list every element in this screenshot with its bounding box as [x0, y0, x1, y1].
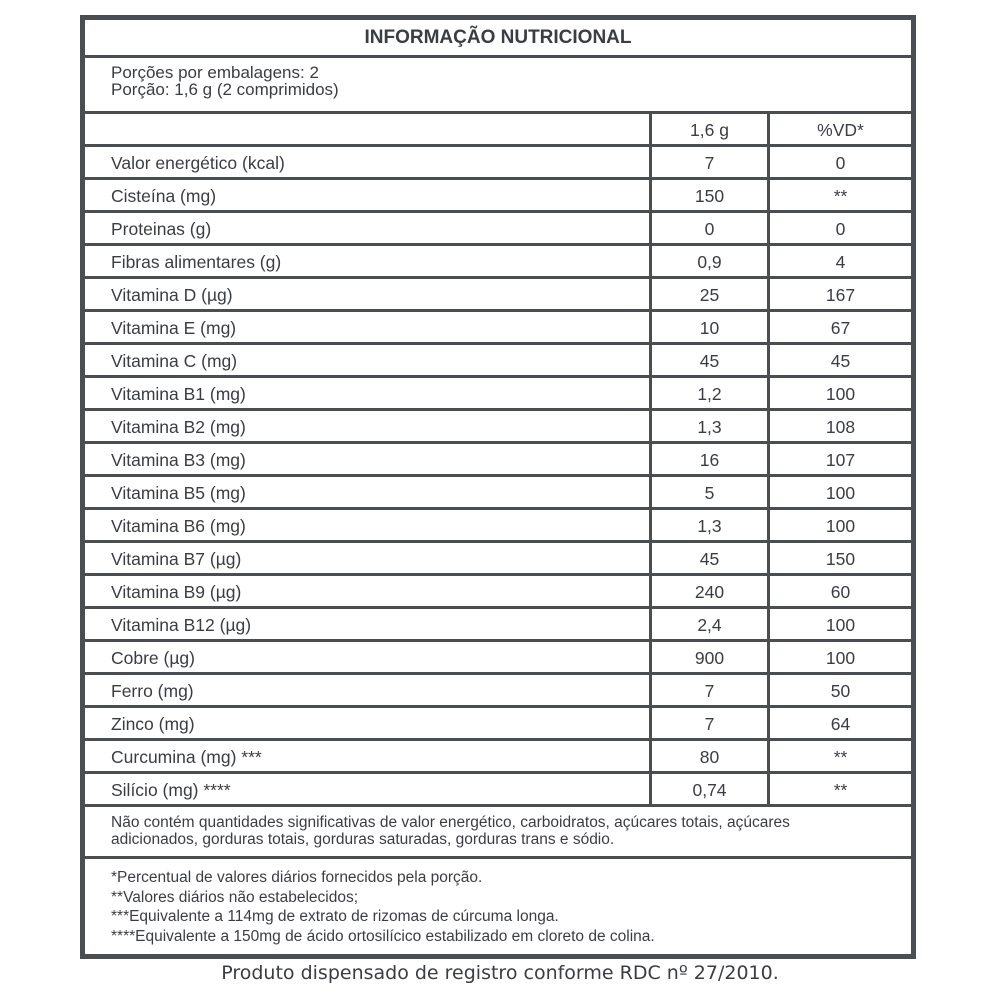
header-vd: %VD*	[817, 120, 864, 140]
nutrient-name: Fibras alimentares (g)	[85, 246, 652, 276]
nutrient-amount: 7	[652, 147, 770, 177]
nutrient-vd: **	[833, 186, 848, 206]
nutrient-vd: 100	[825, 615, 856, 635]
nutrient-name: Vitamina D (µg)	[85, 279, 652, 309]
nutrition-table: INFORMAÇÃO NUTRICIONAL Porções por embal…	[80, 15, 916, 959]
nutrient-name: Vitamina B3 (mg)	[85, 444, 652, 474]
nutrient-vd: 100	[825, 384, 856, 404]
nutrient-vd: 60	[830, 582, 851, 602]
nutrient-name: Proteinas (g)	[85, 213, 652, 243]
nutrient-name: Vitamina B9 (µg)	[85, 576, 652, 606]
table-row: Vitamina B6 (mg) 1,3 100	[85, 510, 911, 543]
table-row: Vitamina E (mg) 10 67	[85, 312, 911, 345]
footnote: *Percentual de valores diários fornecido…	[111, 869, 483, 886]
not-significant-note: Não contém quantidades significativas de…	[85, 807, 911, 859]
nutrient-vd: 167	[825, 285, 856, 305]
nutrient-vd: **	[833, 747, 848, 767]
nutrient-vd: 64	[830, 714, 851, 734]
nutrient-amount: 10	[652, 312, 770, 342]
nutrient-vd: 50	[830, 681, 851, 701]
table-row: Vitamina B9 (µg) 240 60	[85, 576, 911, 609]
nutrient-vd: 67	[830, 318, 851, 338]
nutrient-amount: 240	[652, 576, 770, 606]
footnotes: *Percentual de valores diários fornecido…	[85, 859, 911, 962]
table-row: Valor energético (kcal) 7 0	[85, 147, 911, 180]
nutrient-amount: 25	[652, 279, 770, 309]
nutrient-vd: 100	[825, 483, 856, 503]
nutrient-name: Cisteína (mg)	[85, 180, 652, 210]
nutrient-vd: 100	[825, 648, 856, 668]
nutrient-vd: 100	[825, 516, 856, 536]
nutrient-vd: **	[833, 780, 848, 800]
nutrient-name: Vitamina E (mg)	[85, 312, 652, 342]
nutrient-name: Ferro (mg)	[85, 675, 652, 705]
table-title: INFORMAÇÃO NUTRICIONAL	[85, 20, 911, 58]
table-row: Vitamina B2 (mg) 1,3 108	[85, 411, 911, 444]
nutrient-amount: 1,3	[652, 510, 770, 540]
nutrient-amount: 7	[652, 708, 770, 738]
table-row: Vitamina B1 (mg) 1,2 100	[85, 378, 911, 411]
table-row: Vitamina B12 (µg) 2,4 100	[85, 609, 911, 642]
nutrient-amount: 1,2	[652, 378, 770, 408]
table-row: Silício (mg) **** 0,74 **	[85, 774, 911, 807]
portions-per-package: Porções por embalagens: 2	[111, 63, 319, 82]
nutrient-name: Curcumina (mg) ***	[85, 741, 652, 771]
nutrient-name: Vitamina B7 (µg)	[85, 543, 652, 573]
nutrient-vd: 107	[825, 450, 856, 470]
portion-size: Porção: 1,6 g (2 comprimidos)	[111, 80, 339, 99]
header-name	[85, 114, 652, 144]
table-header: 1,6 g %VD*	[85, 114, 911, 147]
nutrient-vd: 108	[825, 417, 856, 437]
note-line: Não contém quantidades significativas de…	[111, 814, 790, 831]
nutrient-amount: 45	[652, 345, 770, 375]
table-row: Vitamina B5 (mg) 5 100	[85, 477, 911, 510]
nutrient-name: Vitamina C (mg)	[85, 345, 652, 375]
table-row: Cobre (µg) 900 100	[85, 642, 911, 675]
table-row: Curcumina (mg) *** 80 **	[85, 741, 911, 774]
nutrient-name: Vitamina B1 (mg)	[85, 378, 652, 408]
nutrient-amount: 7	[652, 675, 770, 705]
header-amount: 1,6 g	[652, 114, 770, 144]
nutrient-amount: 0,9	[652, 246, 770, 276]
table-row: Ferro (mg) 7 50	[85, 675, 911, 708]
nutrient-amount: 2,4	[652, 609, 770, 639]
nutrient-name: Vitamina B6 (mg)	[85, 510, 652, 540]
nutrient-name: Vitamina B5 (mg)	[85, 477, 652, 507]
nutrient-amount: 0,74	[652, 774, 770, 804]
nutrient-name: Valor energético (kcal)	[85, 147, 652, 177]
nutrient-name: Vitamina B2 (mg)	[85, 411, 652, 441]
note-line: adicionados, gorduras totais, gorduras s…	[111, 831, 615, 848]
portion-info: Porções por embalagens: 2 Porção: 1,6 g …	[85, 58, 911, 114]
nutrient-name: Cobre (µg)	[85, 642, 652, 672]
nutrient-amount: 0	[652, 213, 770, 243]
nutrient-amount: 5	[652, 477, 770, 507]
table-row: Vitamina B7 (µg) 45 150	[85, 543, 911, 576]
nutrient-vd: 0	[835, 153, 846, 173]
table-row: Vitamina D (µg) 25 167	[85, 279, 911, 312]
table-row: Vitamina B3 (mg) 16 107	[85, 444, 911, 477]
nutrient-amount: 150	[652, 180, 770, 210]
nutrient-vd: 4	[835, 252, 846, 272]
nutrient-name: Silício (mg) ****	[85, 774, 652, 804]
nutrient-amount: 80	[652, 741, 770, 771]
nutrient-vd: 150	[825, 549, 856, 569]
table-row: Vitamina C (mg) 45 45	[85, 345, 911, 378]
nutrient-amount: 900	[652, 642, 770, 672]
nutrient-vd: 0	[835, 219, 846, 239]
nutrient-name: Zinco (mg)	[85, 708, 652, 738]
nutrient-vd: 45	[830, 351, 851, 371]
registration-notice: Produto dispensado de registro conforme …	[221, 962, 779, 984]
nutrient-amount: 1,3	[652, 411, 770, 441]
footnote: ****Equivalente a 150mg de ácido ortosil…	[111, 927, 655, 945]
table-row: Cisteína (mg) 150 **	[85, 180, 911, 213]
nutrient-amount: 16	[652, 444, 770, 474]
table-row: Proteinas (g) 0 0	[85, 213, 911, 246]
nutrient-name: Vitamina B12 (µg)	[85, 609, 652, 639]
nutrient-amount: 45	[652, 543, 770, 573]
footnote: ***Equivalente a 114mg de extrato de riz…	[111, 908, 559, 925]
table-row: Zinco (mg) 7 64	[85, 708, 911, 741]
footnote: **Valores diários não estabelecidos;	[111, 888, 359, 906]
table-row: Fibras alimentares (g) 0,9 4	[85, 246, 911, 279]
